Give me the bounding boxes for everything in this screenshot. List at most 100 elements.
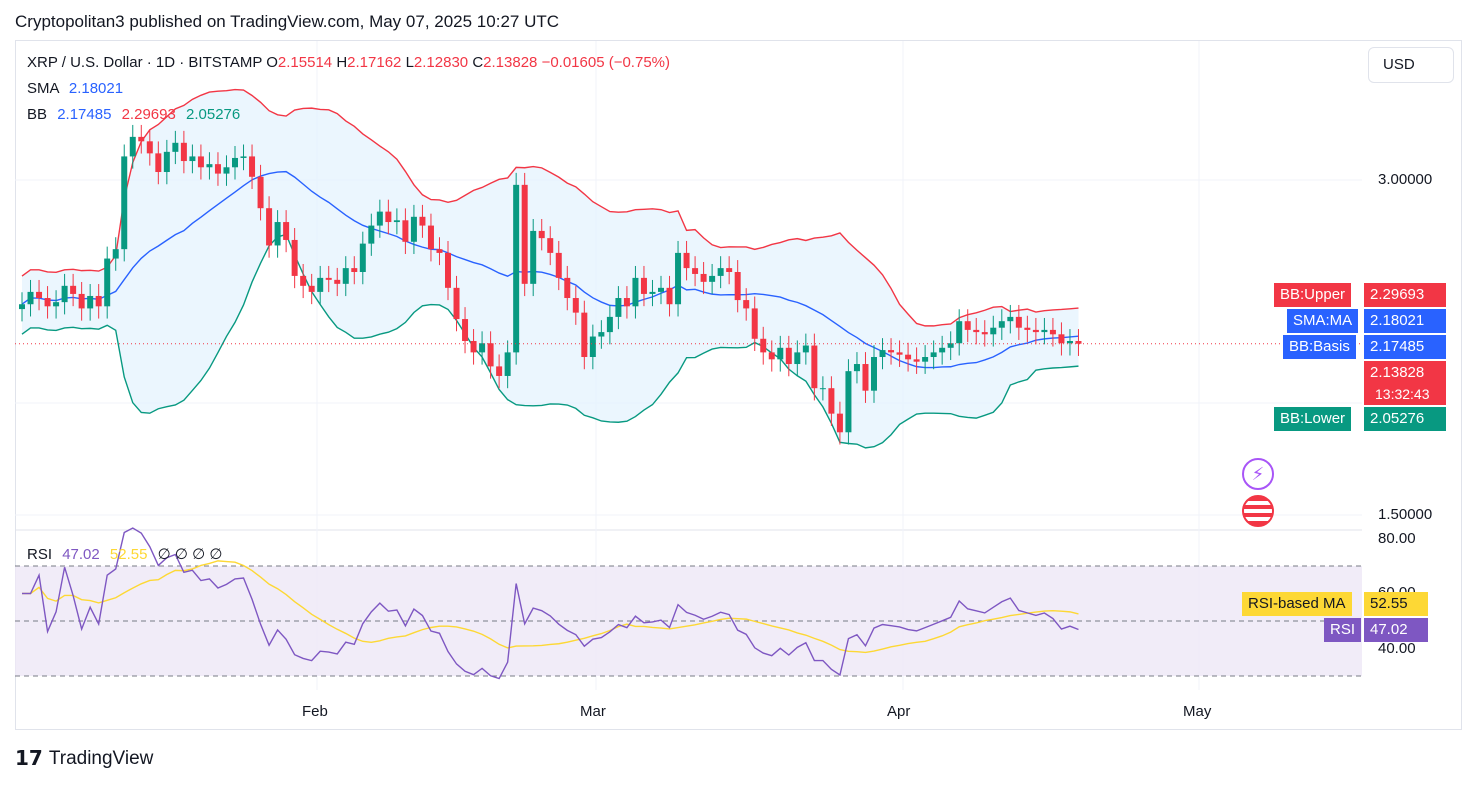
time-tick-mar: Mar xyxy=(580,703,606,720)
rsi-ma-tag-value: 52.55 xyxy=(1364,592,1428,616)
publish-caption: Cryptopolitan3 published on TradingView.… xyxy=(15,12,560,31)
candle-body xyxy=(376,211,383,226)
candle-body xyxy=(922,357,929,362)
candle-body xyxy=(283,222,290,240)
candle-body xyxy=(351,268,358,272)
candle-body xyxy=(410,216,417,242)
candle-body xyxy=(479,343,486,353)
low-value: 2.12830 xyxy=(413,54,469,71)
high-label: H xyxy=(336,54,348,71)
candle-body xyxy=(734,271,741,301)
rsi-value: 47.02 xyxy=(62,546,100,563)
currency-button[interactable]: USD xyxy=(1368,47,1454,83)
candle-body xyxy=(990,327,997,335)
lightning-icon[interactable]: ⚡ xyxy=(1242,458,1274,490)
brand-name: TradingView xyxy=(48,747,154,769)
rsi-legend[interactable]: RSI 47.02 52.55 ∅ ∅ ∅ ∅ xyxy=(27,545,222,563)
candle-body xyxy=(445,252,451,288)
open-value: 2.15514 xyxy=(277,54,333,71)
candle-body xyxy=(44,298,51,307)
candle-body xyxy=(436,249,443,253)
candle-body xyxy=(1049,329,1056,335)
candle-body xyxy=(871,357,877,391)
candle-body xyxy=(589,336,596,358)
candle-body xyxy=(240,156,247,158)
candle-body xyxy=(1041,329,1048,333)
candle-body xyxy=(189,156,196,162)
bb-lower-line xyxy=(21,233,1079,449)
candle-body xyxy=(27,291,34,305)
candle-body xyxy=(146,141,153,154)
rsi-extra-values: ∅ ∅ ∅ ∅ xyxy=(157,546,223,563)
candle-body xyxy=(470,341,477,353)
candle-body xyxy=(402,220,409,242)
candle-body xyxy=(1032,329,1039,333)
us-flag-icon[interactable] xyxy=(1242,495,1274,527)
candle-body xyxy=(905,354,912,360)
candle-body xyxy=(853,364,860,372)
candle-body xyxy=(845,371,852,433)
candle-body xyxy=(334,279,341,284)
price-tick-3: 3.00000 xyxy=(1378,171,1433,188)
rsi-tick-80: 80.00 xyxy=(1378,530,1416,547)
candle-body xyxy=(751,308,758,339)
candle-body xyxy=(768,352,775,360)
candle-body xyxy=(555,252,562,278)
candle-body xyxy=(19,304,25,310)
open-label: O xyxy=(266,54,278,71)
candle-body xyxy=(342,268,349,284)
candle-body xyxy=(913,359,920,362)
symbol-title: XRP / U.S. Dollar · 1D · BITSTAMP xyxy=(27,54,263,71)
candle-body xyxy=(998,321,1005,328)
candle-body xyxy=(572,298,579,313)
candle-body xyxy=(138,136,145,142)
time-tick-apr: Apr xyxy=(887,703,911,720)
candle-body xyxy=(1007,316,1014,322)
candle-body xyxy=(180,142,187,162)
rsi-label: RSI xyxy=(27,546,53,563)
candle-body xyxy=(359,243,366,272)
chart-frame xyxy=(15,40,1462,730)
candle-body xyxy=(1075,341,1082,344)
candle-body xyxy=(112,249,119,259)
candle-body xyxy=(777,347,784,360)
rsi-tag-value: 47.02 xyxy=(1364,618,1428,642)
candle-body xyxy=(632,277,639,307)
candle-body xyxy=(453,287,460,320)
candle-body xyxy=(197,156,204,168)
candle-body xyxy=(129,136,136,157)
time-tick-feb: Feb xyxy=(302,703,328,720)
candle-body xyxy=(538,230,545,239)
candle-body xyxy=(300,275,307,286)
candle-body xyxy=(308,285,315,292)
candle-body xyxy=(1058,334,1065,344)
candle-body xyxy=(692,268,699,274)
candle-body xyxy=(658,287,664,292)
candle-body xyxy=(419,216,426,226)
candle-body xyxy=(393,220,400,223)
high-value: 2.17162 xyxy=(347,54,402,71)
candle-body xyxy=(828,388,835,414)
candle-body xyxy=(368,225,375,244)
candle-body xyxy=(615,298,622,317)
bb-legend[interactable]: BB 2.17485 2.29693 2.05276 xyxy=(27,106,240,123)
candle-body xyxy=(675,252,682,305)
close-value: 2.13828 xyxy=(483,54,538,71)
candle-body xyxy=(70,285,77,294)
candle-body xyxy=(249,156,256,177)
tradingview-logo[interactable]: 𝟭𝟳 TradingView xyxy=(15,746,153,771)
candle-body xyxy=(513,184,520,353)
low-label: L xyxy=(405,54,414,71)
candle-body xyxy=(496,366,503,376)
sma-legend[interactable]: SMA 2.18021 xyxy=(27,80,123,97)
candle-body xyxy=(666,287,673,305)
candle-body xyxy=(896,352,903,355)
candle-body xyxy=(683,252,690,269)
last-price-value: 2.13828 xyxy=(1370,364,1425,381)
candle-body xyxy=(811,345,818,389)
bb-basis-tag-value: 2.17485 xyxy=(1364,335,1446,359)
candle-body xyxy=(104,258,111,307)
candle-body xyxy=(760,338,767,353)
candle-body xyxy=(95,295,102,307)
